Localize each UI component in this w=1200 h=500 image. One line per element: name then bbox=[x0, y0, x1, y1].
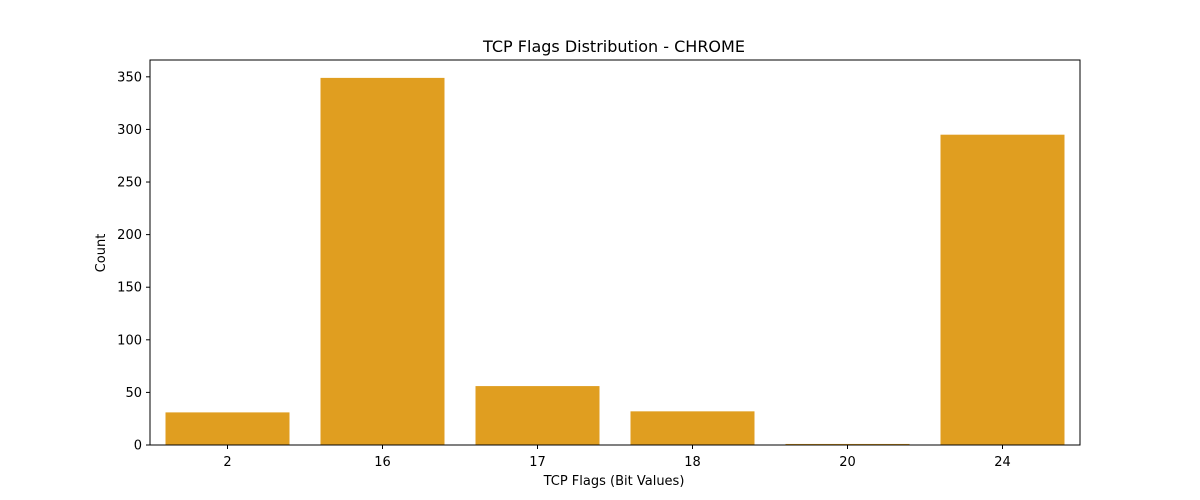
x-axis-ticks: 2 16 17 18 20 24 bbox=[223, 445, 1011, 470]
bar-16 bbox=[320, 77, 445, 445]
bars-group bbox=[165, 77, 1065, 445]
plot-frame bbox=[149, 59, 1081, 446]
chart-title: TCP Flags Distribution - CHROME bbox=[482, 37, 745, 56]
x-tick-label: 16 bbox=[374, 455, 391, 470]
y-tick-label: 350 bbox=[117, 70, 142, 85]
x-tick-label: 18 bbox=[684, 455, 701, 470]
x-axis-label: TCP Flags (Bit Values) bbox=[543, 474, 685, 489]
bar-2 bbox=[165, 412, 290, 445]
y-tick-label: 50 bbox=[125, 386, 142, 401]
y-tick-label: 200 bbox=[117, 228, 142, 243]
bar-20 bbox=[785, 443, 910, 445]
bar-24 bbox=[940, 134, 1065, 445]
y-tick-label: 100 bbox=[117, 333, 142, 348]
y-tick-label: 150 bbox=[117, 281, 142, 296]
bar-17 bbox=[475, 386, 600, 445]
y-tick-label: 250 bbox=[117, 176, 142, 191]
bar-18 bbox=[630, 411, 755, 445]
x-tick-label: 17 bbox=[529, 455, 546, 470]
x-tick-label: 2 bbox=[223, 455, 231, 470]
y-axis-label: Count bbox=[94, 234, 109, 273]
y-tick-label: 300 bbox=[117, 123, 142, 138]
x-tick-label: 24 bbox=[994, 455, 1011, 470]
x-tick-label: 20 bbox=[839, 455, 856, 470]
y-axis-ticks: 0 50 100 150 200 250 300 350 bbox=[117, 70, 150, 454]
y-tick-label: 0 bbox=[134, 439, 142, 454]
